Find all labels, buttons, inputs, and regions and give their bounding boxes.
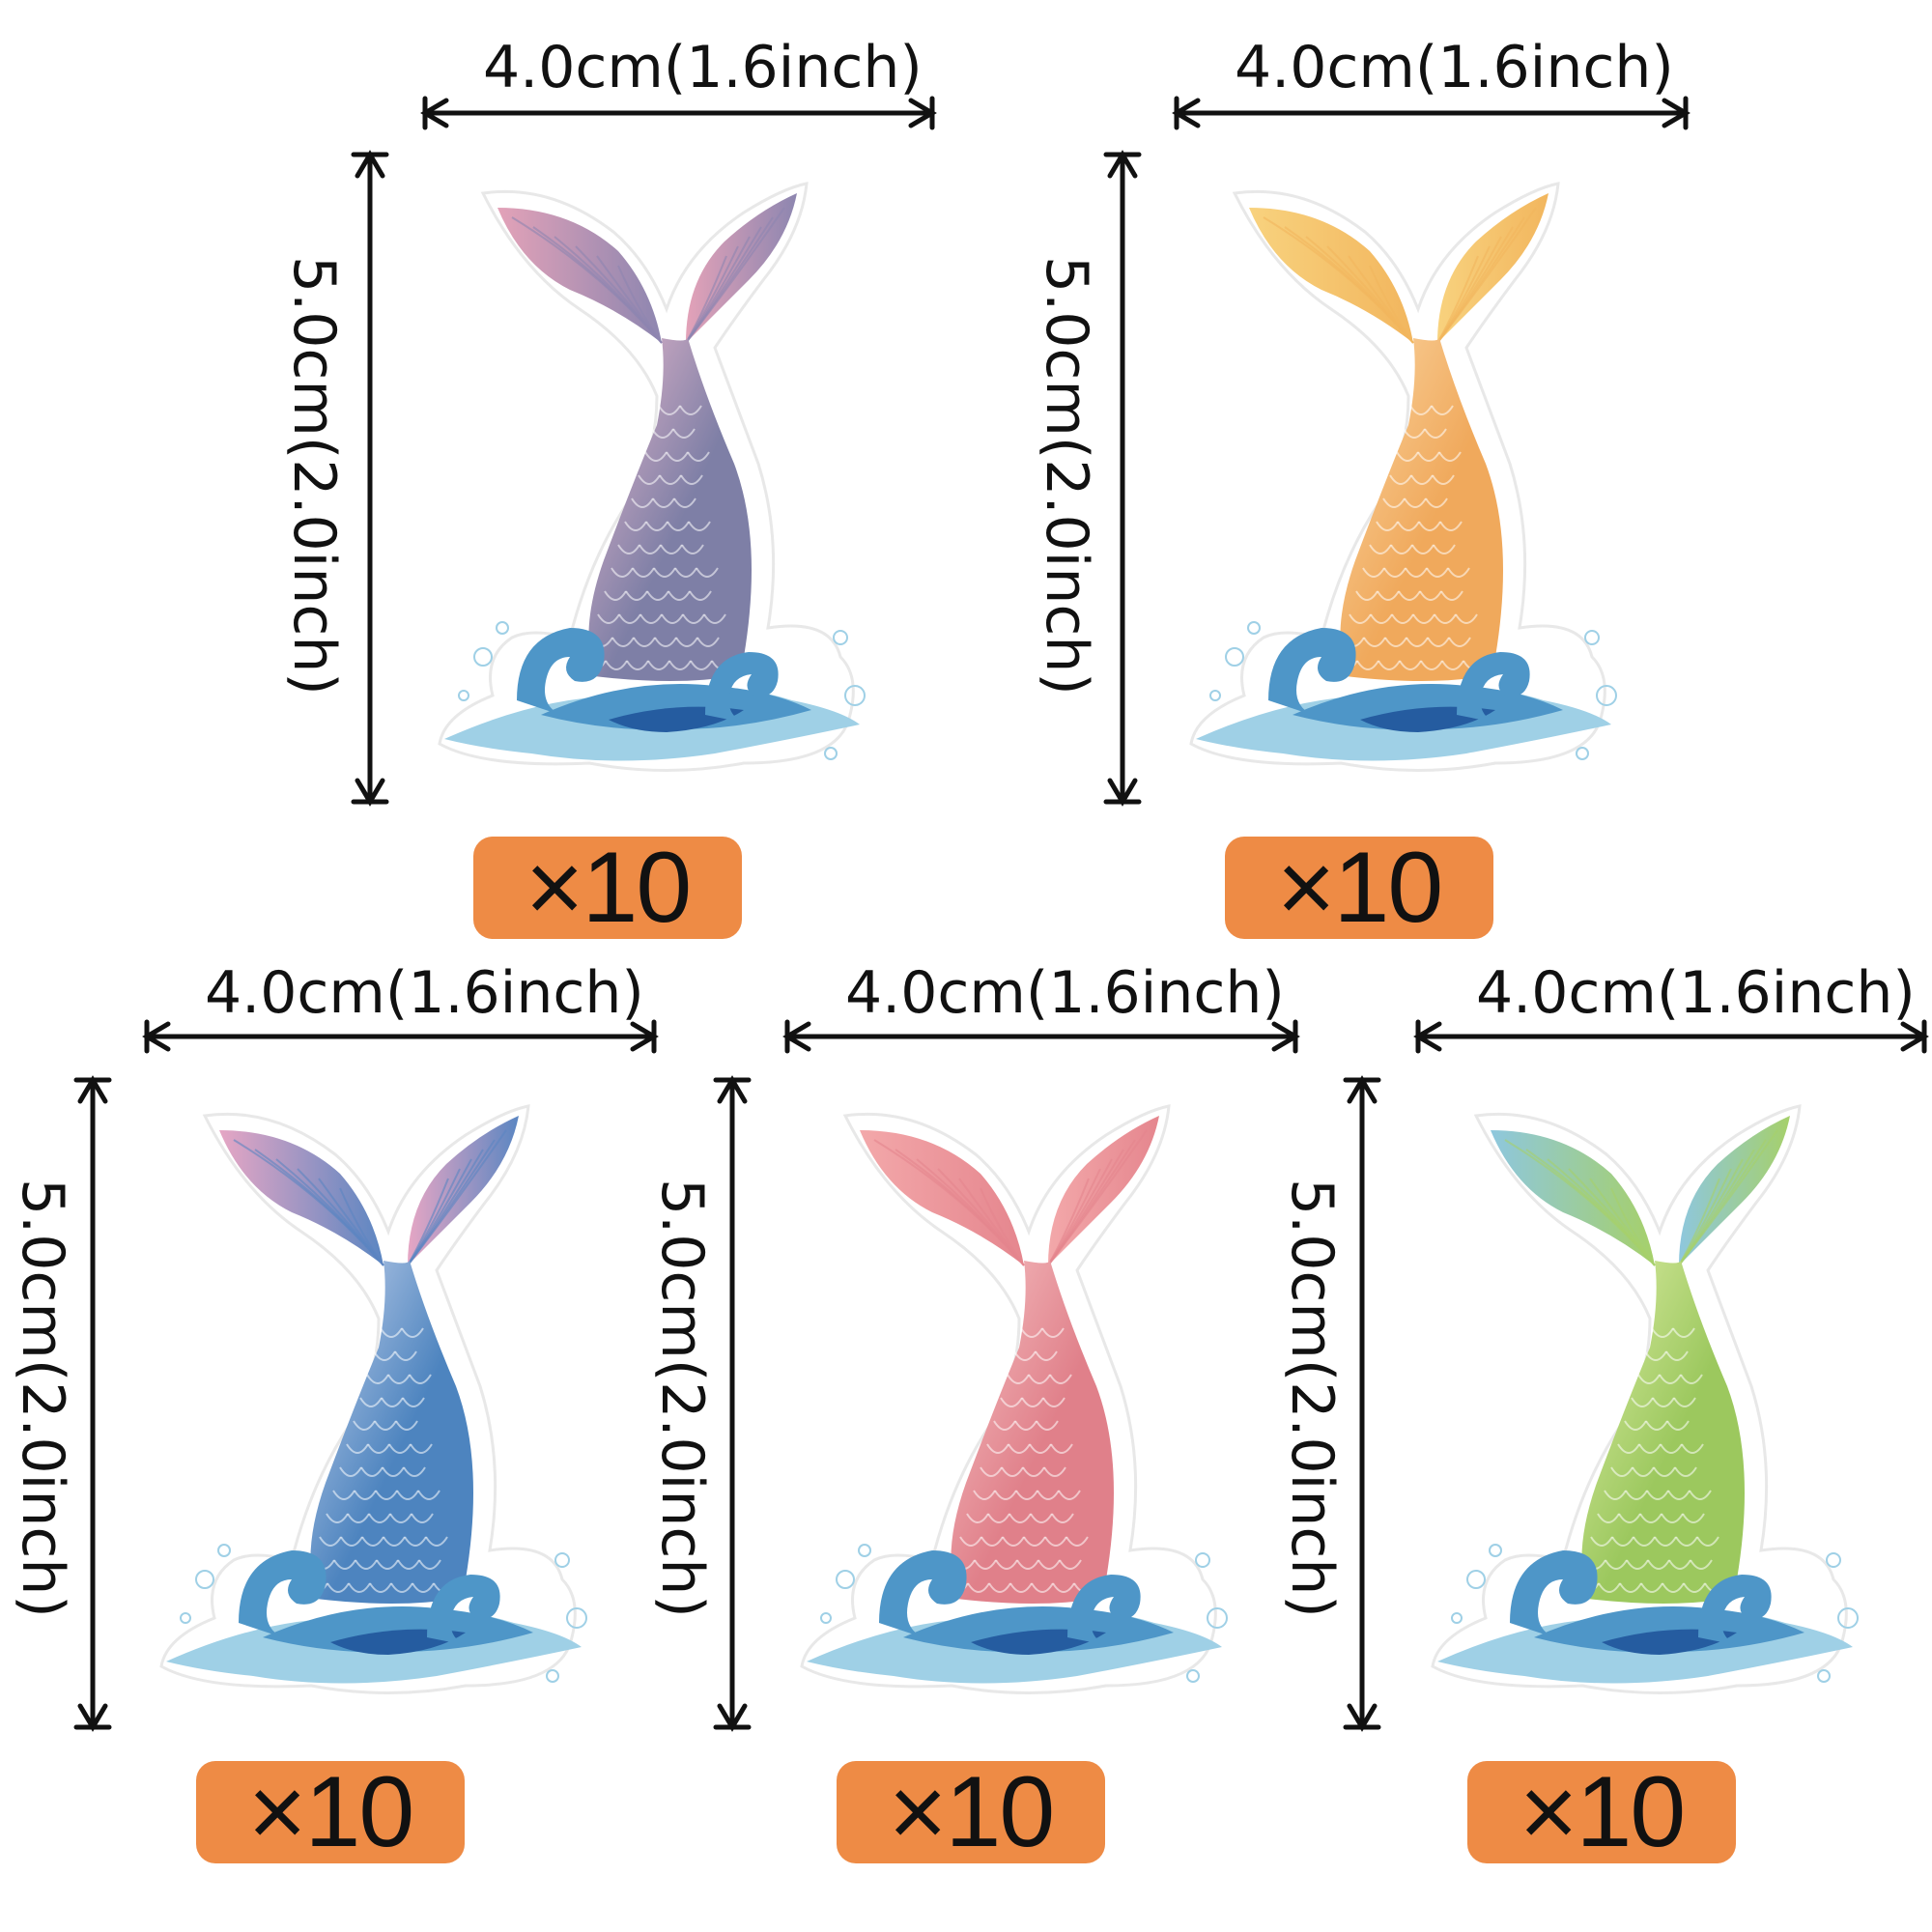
- mermaid-tail-sticker: [147, 1096, 649, 1724]
- count-badge: ×10: [196, 1756, 465, 1868]
- width-label: 4.0cm(1.6inch): [1476, 959, 1916, 1027]
- mermaid-tail-illustration: [1189, 182, 1617, 772]
- width-label: 4.0cm(1.6inch): [845, 959, 1285, 1027]
- height-label: 5.0cm(2.0inch): [280, 256, 348, 696]
- height-label: 5.0cm(2.0inch): [648, 1179, 716, 1618]
- count-badge: ×10: [1225, 832, 1493, 944]
- count-badge: ×10: [473, 832, 742, 944]
- mermaid-tail-sticker: [1418, 1096, 1920, 1724]
- width-label: 4.0cm(1.6inch): [205, 959, 644, 1027]
- count-badge: ×10: [837, 1756, 1105, 1868]
- mermaid-tail-sticker: [787, 1096, 1290, 1724]
- mermaid-tail-illustration: [159, 1104, 587, 1694]
- width-label: 4.0cm(1.6inch): [483, 34, 923, 101]
- mermaid-tail-illustration: [1431, 1104, 1859, 1694]
- mermaid-tail-illustration: [800, 1104, 1228, 1694]
- height-label: 5.0cm(2.0inch): [9, 1179, 76, 1618]
- width-label: 4.0cm(1.6inch): [1235, 34, 1674, 101]
- mermaid-tail-illustration: [438, 182, 866, 772]
- height-label: 5.0cm(2.0inch): [1278, 1179, 1346, 1618]
- count-badge: ×10: [1467, 1756, 1736, 1868]
- height-label: 5.0cm(2.0inch): [1033, 256, 1100, 696]
- mermaid-tail-sticker: [1177, 174, 1679, 802]
- mermaid-tail-sticker: [425, 174, 927, 802]
